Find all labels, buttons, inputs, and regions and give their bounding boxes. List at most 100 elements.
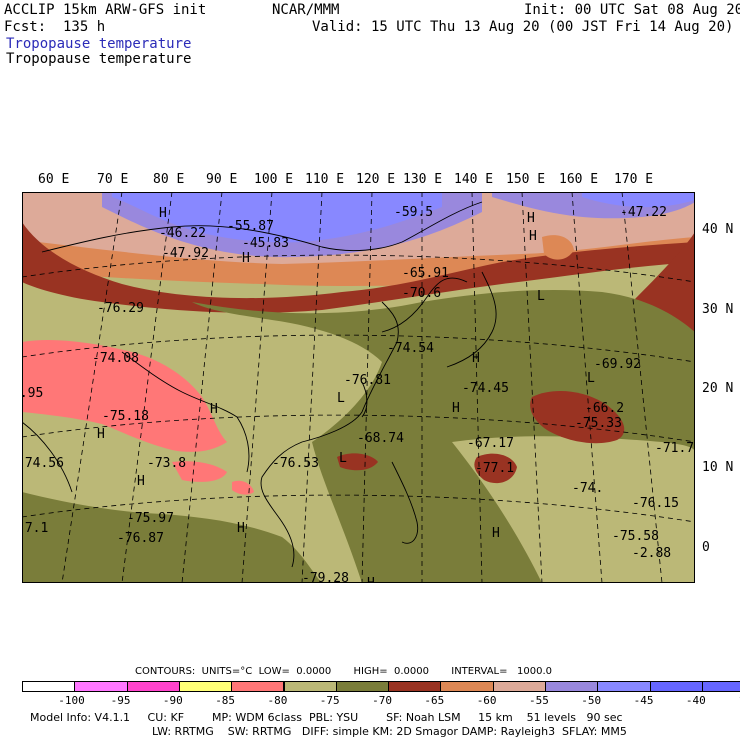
value-label: -69.92 [594,357,641,372]
lon-label: 110 E [305,172,345,187]
field-cell-mid [474,453,517,484]
value-label: -76.81 [344,373,391,388]
value-label: -76.29 [97,301,144,316]
high-marker: H [159,206,167,221]
value-label: -.95 [22,386,43,401]
legend-swatch [335,681,390,692]
lat-label: 40 N [702,222,734,237]
high-marker: H [137,474,145,489]
value-label: -79.28 [302,571,349,583]
org-label: NCAR/MMM [272,2,340,18]
legend-label: -70 [372,694,392,707]
value-label: -68.74 [357,431,404,446]
model-title: ACCLIP 15km ARW-GFS init [4,2,207,18]
value-label: -75.58 [612,529,659,544]
low-marker: L [337,391,345,406]
field-band-blue-east2 [582,192,695,208]
value-label: -75.18 [102,409,149,424]
legend-label: -50 [581,694,602,707]
value-label: -7.1 [22,521,48,536]
lon-label: 60 E [38,172,70,187]
init-time: Init: 00 UTC Sat 08 Aug 20 [524,2,740,18]
value-label: -73.8 [147,456,186,471]
legend-label: -100 [58,694,85,707]
field-pink2 [172,461,227,482]
field-pink3 [232,480,254,495]
high-marker: H [527,211,535,226]
lon-label: 140 E [454,172,494,187]
field-title-blue: Tropopause temperature [6,36,192,52]
legend-label: -40 [685,694,706,707]
legend-label: -90 [162,694,183,707]
value-label: -67.17 [467,436,514,451]
value-label: -75.33 [575,416,622,431]
model-info-line1: Model Info: V4.1.1 CU: KF MP: WDM 6class… [30,711,623,724]
lat-label: 30 N [702,302,734,317]
field-cell-east [530,390,625,444]
value-label: -74.56 [22,456,64,471]
value-label: -2.88 [632,546,671,561]
value-label: -45.83 [242,236,289,251]
lon-label: 150 E [506,172,546,187]
legend-swatch [283,681,337,692]
lon-label: 100 E [254,172,294,187]
legend-swatch [597,681,651,692]
value-label: -75.97 [127,511,174,526]
lon-label: 170 E [614,172,654,187]
field-cell-n [542,235,574,260]
field-band-blue [112,192,442,243]
field-olive-sw [22,492,322,583]
legend-label: °C [738,694,740,707]
high-marker: H [529,229,537,244]
legend-label: -55 [529,694,549,707]
value-label: -76.53 [272,456,319,471]
field-band-darkred [22,222,695,313]
value-label: -74. [572,481,603,496]
high-marker: H [210,402,218,417]
high-marker: H [492,526,500,541]
value-label: -66.2 [585,401,624,416]
field-pink [22,340,227,452]
value-label: -71.71 [655,441,695,456]
value-label: -47.92 [162,246,209,261]
legend-label: -65 [424,694,445,707]
legend-swatch [126,681,180,692]
forecast-hour: Fcst: 135 h [4,19,106,35]
lon-label: 130 E [403,172,443,187]
legend-label: -60 [476,694,497,707]
legend-swatch [701,681,740,692]
legend-label: -95 [110,694,131,707]
value-label: -77.1 [475,461,514,476]
high-marker: H [452,401,460,416]
legend-label: -45 [633,694,654,707]
legend-swatch [545,681,599,692]
lon-label: 160 E [559,172,599,187]
legend-swatch [74,681,128,692]
low-marker: L [339,451,347,466]
value-label: -47.22 [620,205,667,220]
legend-label: -75 [319,694,340,707]
value-label: -74.54 [387,341,434,356]
lon-label: 80 E [153,172,185,187]
value-label: -55.87 [227,219,274,234]
lon-label: 90 E [206,172,238,187]
lat-label: 0 [702,540,710,555]
high-marker: H [237,521,245,536]
value-label: -59.5 [394,205,433,220]
high-marker: H [97,427,105,442]
value-label: -65.91 [402,266,449,281]
legend-label: -85 [215,694,236,707]
high-marker: H [472,351,480,366]
legend-swatch [231,681,285,692]
legend-swatch [22,681,76,692]
value-label: -74.45 [462,381,509,396]
model-info-line2: LW: RRTMG SW: RRTMG DIFF: simple KM: 2D … [152,725,627,738]
contours-info: CONTOURS: UNITS=°C LOW= 0.0000 HIGH= 0.0… [135,666,553,677]
lon-label: 70 E [97,172,129,187]
value-label: -46.22 [159,226,206,241]
value-label: -74.08 [92,351,139,366]
field-title-black: Tropopause temperature [6,51,192,67]
legend-swatch [649,681,703,692]
legend-swatch [178,681,233,692]
high-marker: H [367,576,375,583]
